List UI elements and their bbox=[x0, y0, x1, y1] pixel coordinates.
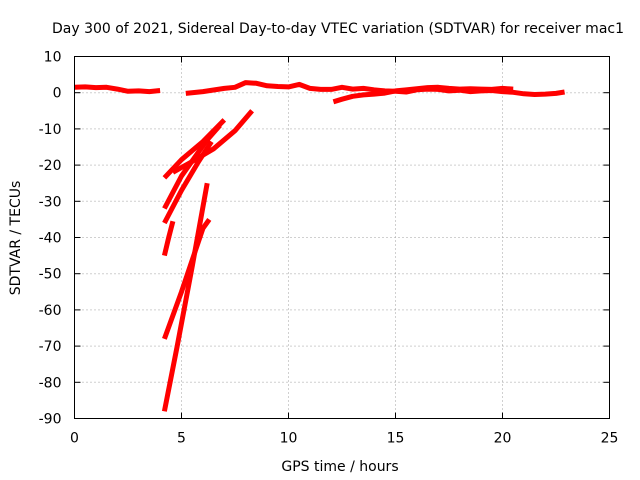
y-tick-label: -60 bbox=[39, 303, 62, 319]
x-tick-label: 15 bbox=[387, 431, 405, 447]
series-arc-5 bbox=[171, 109, 254, 175]
y-tick-label: -20 bbox=[39, 158, 62, 174]
x-tick-label: 25 bbox=[601, 431, 619, 447]
series-layer bbox=[74, 80, 566, 412]
y-tick-label: -50 bbox=[39, 267, 62, 283]
grid-layer bbox=[74, 56, 610, 419]
x-tick-label: 0 bbox=[70, 431, 79, 447]
x-tick-label: 5 bbox=[177, 431, 186, 447]
x-axis-label: GPS time / hours bbox=[281, 459, 398, 475]
y-tick-label: 0 bbox=[53, 86, 62, 102]
y-tick-label: 10 bbox=[44, 50, 62, 66]
series-arc-1 bbox=[74, 84, 161, 95]
y-tick-label: -70 bbox=[39, 339, 62, 355]
chart-title: Day 300 of 2021, Sidereal Day-to-day VTE… bbox=[52, 21, 624, 37]
series-arc-6 bbox=[162, 123, 222, 210]
series-arc-3 bbox=[332, 84, 514, 105]
series-arc-8 bbox=[161, 220, 176, 257]
y-tick-label: -80 bbox=[39, 375, 62, 391]
tick-layer: 0 5 10 15 20 25 10 0 -10 -20 -30 -40 -50 -60 -70 -80 -90 bbox=[39, 50, 619, 447]
y-tick-label: -40 bbox=[39, 231, 62, 247]
y-tick-label: -10 bbox=[39, 122, 62, 138]
x-tick-label: 20 bbox=[494, 431, 512, 447]
series-arc-7 bbox=[162, 140, 214, 225]
y-tick-label: -30 bbox=[39, 194, 62, 210]
series-arc-10 bbox=[161, 182, 210, 412]
y-axis-label: SDTVAR / TECUs bbox=[8, 181, 24, 296]
y-tick-label: -90 bbox=[39, 412, 62, 428]
x-tick-label: 10 bbox=[280, 431, 298, 447]
